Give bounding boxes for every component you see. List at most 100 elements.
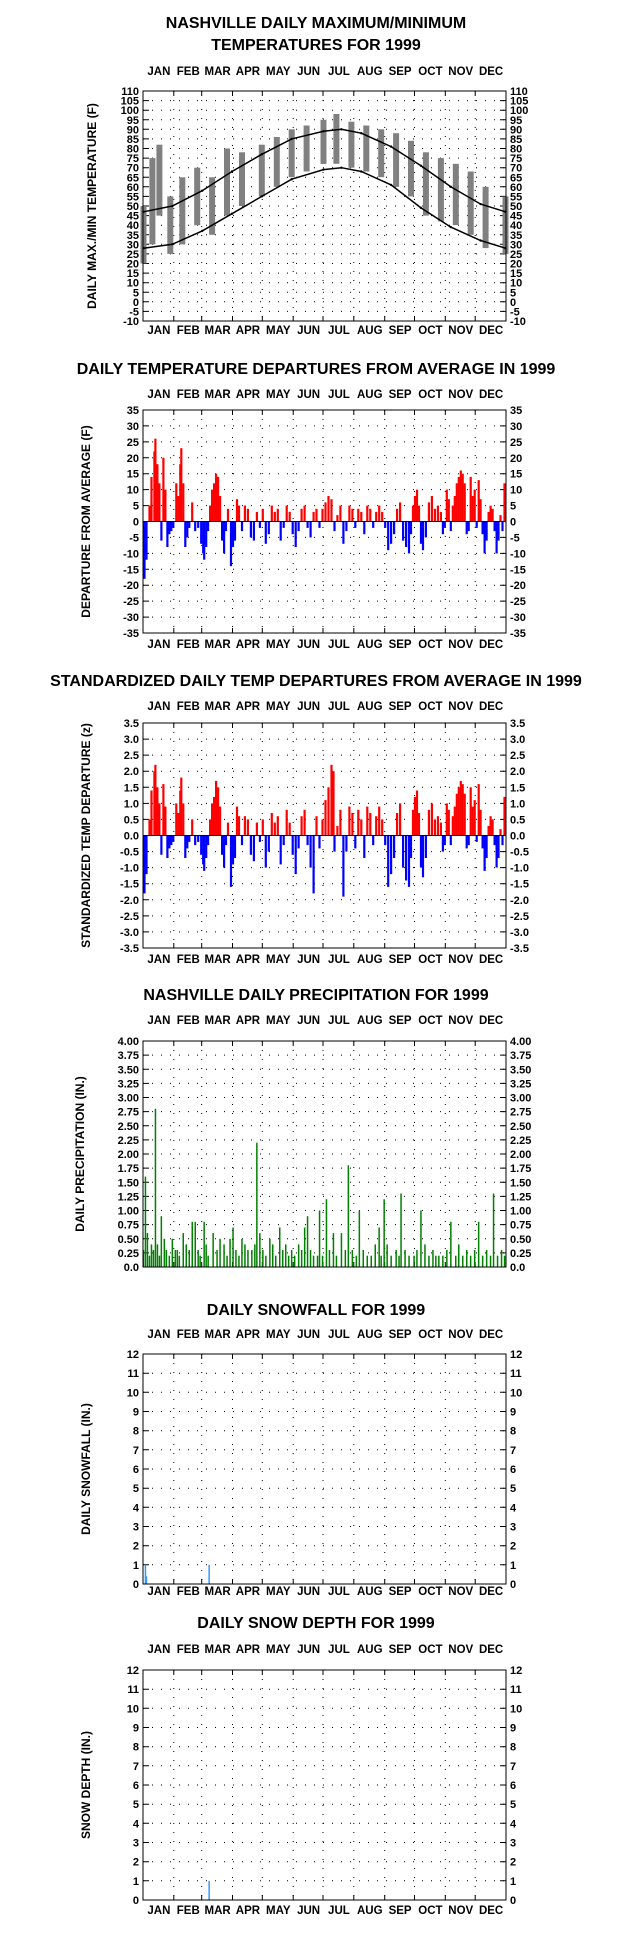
y-tick-label-left: 65 <box>127 172 139 184</box>
data-bar <box>383 1199 385 1267</box>
data-bar <box>224 521 228 532</box>
data-bar <box>360 511 363 522</box>
month-label-top: OCT <box>418 389 442 401</box>
data-bar <box>381 511 384 522</box>
y-tick-label-right: 105 <box>510 96 528 108</box>
data-bar <box>303 809 306 836</box>
month-label-top: OCT <box>418 1329 442 1341</box>
y-tick-label-right: 25 <box>510 437 522 449</box>
data-bar <box>285 505 288 522</box>
y-tick-label-left: 50 <box>127 201 139 213</box>
y-tick-label-right: 1.75 <box>510 1163 531 1175</box>
data-bar <box>469 476 472 522</box>
data-bar <box>208 1880 210 1900</box>
month-label-bottom: APR <box>236 1905 261 1917</box>
data-bar <box>175 483 178 522</box>
data-bar <box>416 1250 418 1267</box>
month-label-top: MAY <box>266 389 291 401</box>
data-bar <box>372 521 375 528</box>
data-bar <box>357 508 360 522</box>
data-bar <box>166 835 169 858</box>
data-bar <box>499 829 502 836</box>
data-bar <box>197 835 200 842</box>
month-label-bottom: FEB <box>177 954 200 966</box>
y-tick-label-right: 3.50 <box>510 1064 531 1076</box>
y-tick-label-right: 2 <box>510 1857 516 1869</box>
y-tick-label-left: 3.00 <box>118 1093 139 1105</box>
y-axis-label: DAILY MAX./MIN TEMPERATURE (F) <box>85 103 99 309</box>
month-label-top: JUL <box>328 389 350 401</box>
y-tick-label-right: 3 <box>510 1838 516 1850</box>
month-label-top: SEP <box>389 701 412 713</box>
data-bar <box>251 1250 253 1267</box>
y-tick-label-left: 3.50 <box>118 1064 139 1076</box>
data-bar <box>384 521 387 528</box>
data-bar <box>148 505 151 522</box>
y-tick-label-right: 8 <box>510 1426 516 1438</box>
y-tick-label-right: 6 <box>510 1464 516 1476</box>
data-bar <box>282 521 285 528</box>
y-tick-label-right: 0.50 <box>510 1234 531 1246</box>
data-bar <box>390 835 393 875</box>
month-label-top: DEC <box>479 1644 503 1656</box>
data-bar <box>439 822 442 836</box>
data-bar <box>207 521 210 532</box>
data-bar <box>462 1255 464 1267</box>
data-bar <box>499 515 502 522</box>
y-tick-label-right: 0.75 <box>510 1220 531 1232</box>
y-tick-label-right: 9 <box>510 1407 516 1419</box>
data-bar <box>306 835 309 846</box>
y-tick-label-left: -5 <box>129 532 139 544</box>
data-bar <box>219 496 222 522</box>
plot-frame <box>142 722 507 949</box>
data-bar <box>208 1564 210 1584</box>
data-bar <box>411 809 415 836</box>
data-bar <box>491 508 494 522</box>
y-tick-label-left: 30 <box>127 421 139 433</box>
data-bar <box>409 835 413 858</box>
data-bar <box>447 809 450 836</box>
data-bar <box>162 457 165 522</box>
data-bar <box>362 1250 364 1267</box>
data-bar <box>237 816 241 836</box>
data-bar <box>435 1255 437 1267</box>
data-bar <box>417 813 421 836</box>
data-bar <box>417 505 421 522</box>
month-label-top: JAN <box>147 66 170 78</box>
month-label-bottom: MAY <box>266 325 291 337</box>
data-bar <box>459 780 462 836</box>
data-bar <box>424 1244 426 1267</box>
data-bar <box>477 1221 480 1267</box>
data-bar <box>339 809 342 836</box>
data-bar <box>217 476 220 522</box>
y-tick-label-left: -25 <box>123 596 139 608</box>
data-bar <box>229 1238 231 1268</box>
y-tick-label-right: -5 <box>510 306 520 318</box>
month-label-top: APR <box>236 66 261 78</box>
y-tick-label-right: 60 <box>510 182 522 194</box>
temperature-departure-chart: DAILY TEMPERATURE DEPARTURES FROM AVERAG… <box>77 361 556 651</box>
y-tick-label-left: 15 <box>127 469 139 481</box>
y-tick-label-right: -30 <box>510 612 526 624</box>
month-label-top: OCT <box>418 701 442 713</box>
data-bar <box>497 521 500 541</box>
month-label-bottom: JAN <box>147 1586 170 1598</box>
month-label-bottom: APR <box>236 639 261 651</box>
data-bar <box>252 521 255 541</box>
data-bar <box>144 1176 147 1267</box>
normal-temp-line <box>143 128 506 213</box>
month-label-bottom: FEB <box>177 325 200 337</box>
chart-title: TEMPERATURES FOR 1999 <box>211 37 421 54</box>
temp-range-bar <box>437 158 444 222</box>
y-tick-label-right: 3.75 <box>510 1050 531 1062</box>
data-bar <box>282 835 285 846</box>
month-label-top: AUG <box>357 1644 383 1656</box>
month-label-bottom: APR <box>236 325 261 337</box>
y-tick-label-left: 12 <box>127 1665 139 1677</box>
data-bar <box>168 521 171 535</box>
data-bar <box>231 521 235 547</box>
y-tick-label-left: 4.00 <box>118 1036 139 1048</box>
month-label-top: MAR <box>204 1015 231 1027</box>
data-bar <box>449 521 452 532</box>
month-label-top: DEC <box>479 66 503 78</box>
